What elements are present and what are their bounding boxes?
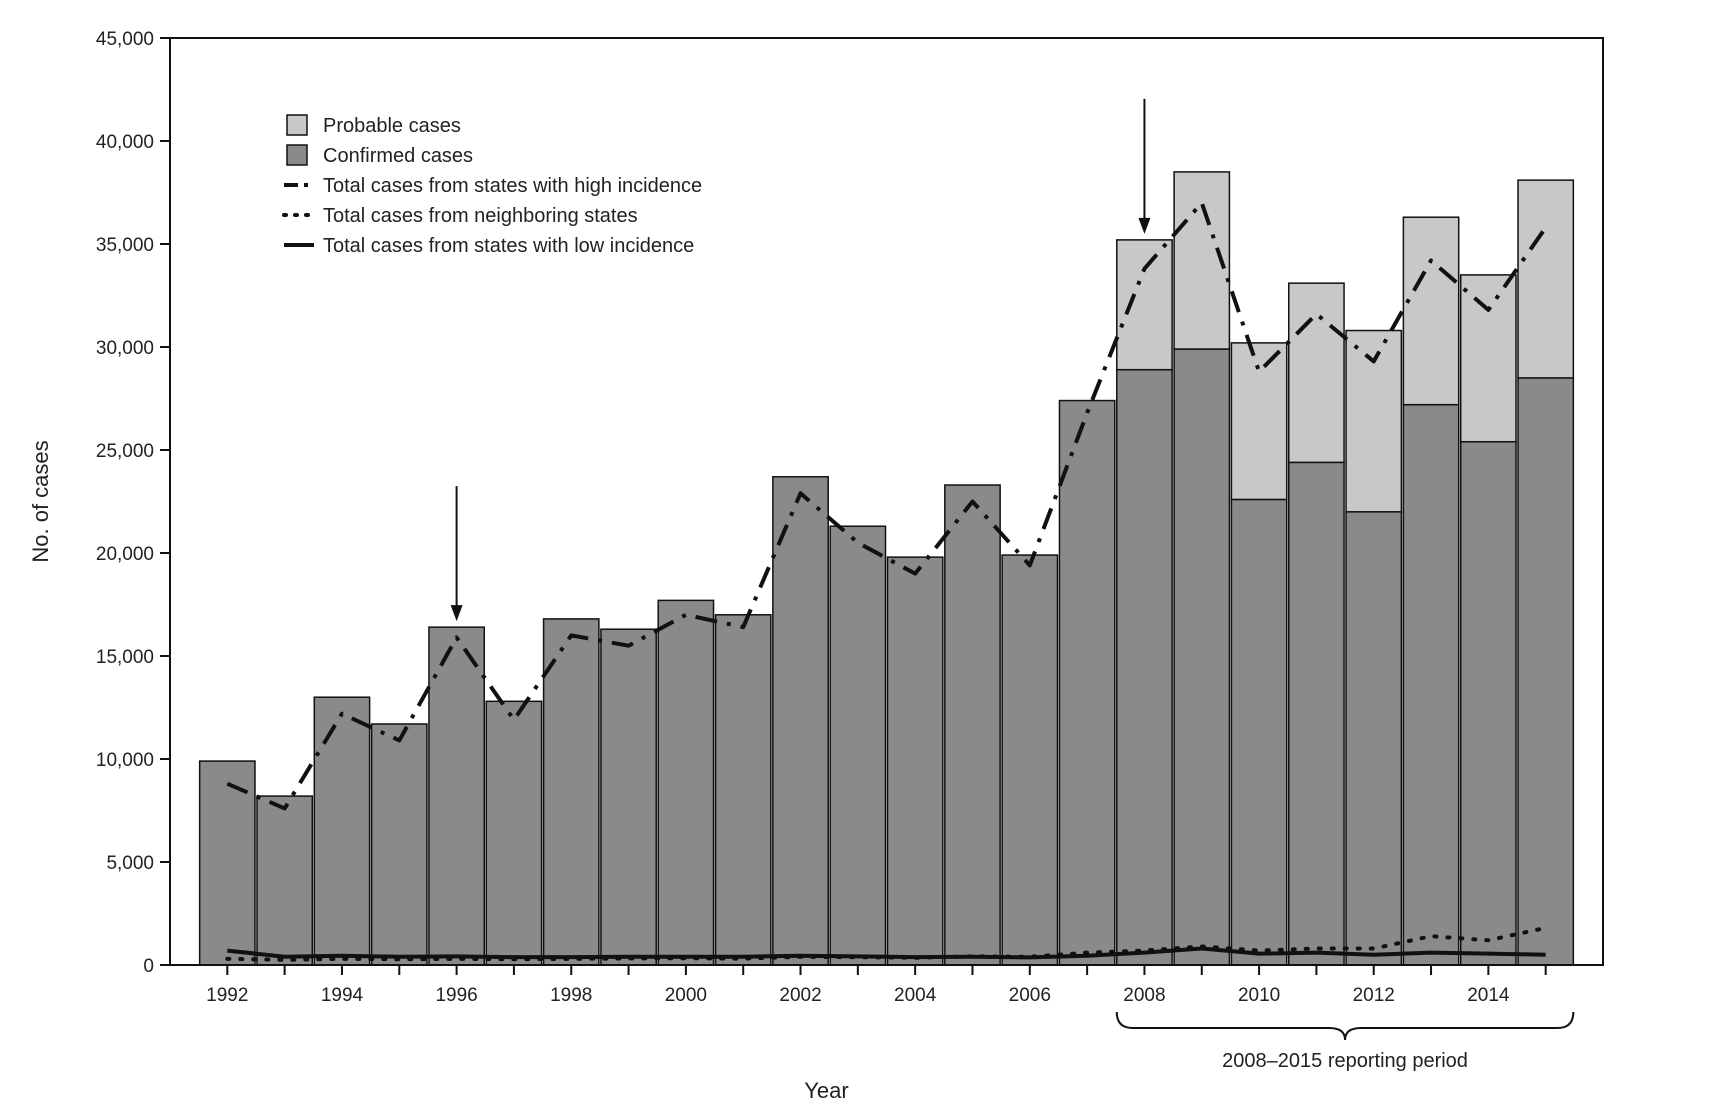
y-tick-label: 40,000	[96, 132, 154, 153]
lines-layer	[225, 200, 1548, 962]
arrow-head	[1138, 217, 1151, 234]
plot-frame	[169, 37, 1604, 966]
bars-layer	[198, 171, 1575, 966]
y-tick-label: 45,000	[96, 29, 154, 50]
reporting-period-brace	[1115, 1011, 1575, 1041]
bar-confirmed-cases-1999	[600, 628, 657, 966]
bar-confirmed-cases-1996	[428, 626, 486, 966]
y-tick-label: 35,000	[96, 235, 154, 256]
legend-label: Total cases from states with low inciden…	[323, 235, 694, 257]
bar-confirmed-cases-1997	[485, 700, 543, 966]
x-tick-label: 1996	[435, 985, 477, 1006]
legend: Probable cases Confirmed cases Total cases…	[282, 114, 702, 257]
bar-confirmed-cases-1995	[370, 723, 428, 966]
bar-confirmed-cases-2005	[944, 484, 1001, 966]
y-tick-label: 10,000	[96, 750, 154, 771]
bar-confirmed-cases-2003	[829, 525, 887, 966]
y-tick-label: 20,000	[96, 544, 154, 565]
bar-probable-cases-2014	[1459, 274, 1517, 443]
legend-label: Probable cases	[323, 115, 461, 137]
bar-confirmed-cases-2014	[1459, 441, 1517, 966]
legend-swatch	[286, 144, 308, 166]
x-tick-label: 2004	[894, 985, 937, 1006]
bar-confirmed-cases-1992	[198, 760, 256, 966]
bar-probable-cases-2008	[1116, 239, 1173, 371]
line-series-1	[226, 200, 1548, 811]
y-tick-label: 0	[143, 956, 154, 977]
line-series-2	[225, 925, 1548, 962]
bar-confirmed-cases-2015	[1517, 377, 1575, 966]
reporting-period-label: 2008–2015 reporting period	[1222, 1050, 1468, 1072]
bar-confirmed-cases-2001	[714, 614, 772, 966]
x-tick-label: 1992	[206, 985, 248, 1006]
bar-confirmed-cases-2013	[1402, 403, 1460, 966]
bar-probable-cases-2010	[1230, 342, 1288, 501]
annotations: 2008–2015 reporting period	[450, 98, 1575, 1072]
y-tick-label: 5,000	[106, 853, 154, 874]
x-tick-label: 2002	[779, 985, 821, 1006]
bar-confirmed-cases-2004	[886, 556, 944, 966]
bar-confirmed-cases-2006	[1001, 554, 1059, 966]
line-series-3	[227, 946, 1546, 960]
x-tick-label: 2000	[665, 985, 707, 1006]
bar-probable-cases-2015	[1517, 179, 1575, 379]
legend-label: Total cases from neighboring states	[323, 205, 638, 227]
bar-confirmed-cases-1998	[542, 618, 600, 966]
x-tick-label: 1998	[550, 985, 592, 1006]
y-tick-label: 25,000	[96, 441, 154, 462]
bar-confirmed-cases-2002	[772, 476, 829, 966]
y-tick-label: 15,000	[96, 647, 154, 668]
x-axis: 1992 1994 1996 1998 2000 2002 2004 2006 2008 2010…	[206, 965, 1547, 1006]
x-tick-label: 2010	[1238, 985, 1280, 1006]
bar-confirmed-cases-2011	[1287, 461, 1345, 966]
x-tick-label: 2012	[1353, 985, 1395, 1006]
bar-probable-cases-2011	[1287, 282, 1345, 464]
legend-swatch	[286, 114, 308, 136]
bar-confirmed-cases-1993	[256, 795, 314, 966]
legend-label: Total cases from states with high incide…	[323, 175, 702, 197]
bar-confirmed-cases-2000	[657, 599, 715, 966]
bar-confirmed-cases-2007	[1058, 399, 1116, 966]
bar-probable-cases-2012	[1345, 329, 1403, 513]
y-axis-title: No. of cases	[28, 440, 53, 562]
bar-confirmed-cases-2008	[1116, 368, 1173, 966]
bar-confirmed-cases-2012	[1345, 511, 1403, 966]
x-axis-title: Year	[804, 1078, 848, 1103]
x-tick-label: 2006	[1009, 985, 1051, 1006]
bar-confirmed-cases-2009	[1173, 348, 1231, 966]
x-tick-label: 2014	[1467, 985, 1510, 1006]
bar-confirmed-cases-2010	[1230, 498, 1288, 966]
x-tick-label: 2008	[1123, 985, 1165, 1006]
bar-probable-cases-2013	[1402, 216, 1460, 406]
bar-confirmed-cases-1994	[313, 696, 371, 966]
y-tick-label: 30,000	[96, 338, 154, 359]
legend-label: Confirmed cases	[323, 145, 473, 167]
x-tick-label: 1994	[321, 985, 364, 1006]
y-axis: 0 5,000 10,000 15,000 20,000 25,000 30,000 35,0…	[96, 29, 170, 977]
arrow-head	[450, 605, 463, 622]
